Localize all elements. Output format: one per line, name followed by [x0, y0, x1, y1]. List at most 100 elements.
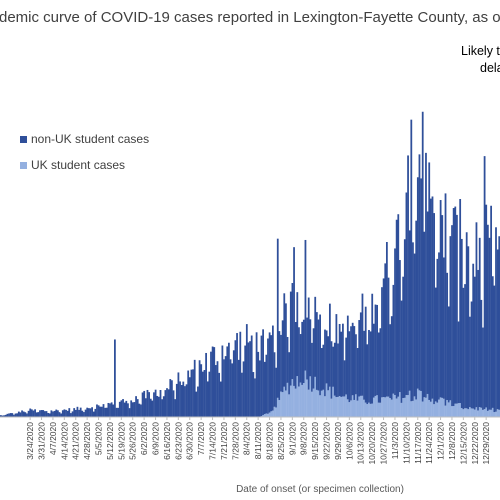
bar-non-uk-student — [203, 370, 206, 417]
bar-non-uk-student — [359, 312, 362, 396]
bar-non-uk-student — [78, 409, 80, 417]
bar-uk-student — [306, 379, 308, 417]
bar-non-uk-student — [307, 297, 310, 390]
bar-uk-student — [441, 397, 444, 417]
bar-non-uk-student — [397, 214, 400, 397]
bar-non-uk-student — [400, 300, 403, 403]
bar-uk-student — [320, 390, 323, 417]
bar-non-uk-student — [361, 293, 364, 396]
bar-non-uk-student — [369, 331, 372, 404]
bar-non-uk-student — [429, 198, 432, 402]
bar-non-uk-student — [447, 306, 450, 403]
bar-non-uk-student — [314, 296, 317, 377]
legend-swatch-non-uk — [20, 136, 27, 143]
bar-non-uk-student — [214, 365, 217, 417]
bar-uk-student — [433, 404, 435, 417]
bar-uk-student — [309, 376, 312, 417]
bar-uk-student — [412, 400, 414, 417]
bar-non-uk-student — [252, 372, 255, 417]
x-tick-label: 12/1/2020 — [436, 422, 446, 460]
bar-non-uk-student — [350, 326, 352, 401]
bar-non-uk-student — [327, 336, 330, 391]
bar-non-uk-student — [190, 369, 193, 417]
bar-non-uk-student — [24, 412, 27, 417]
bar-uk-student — [429, 401, 432, 417]
bar-non-uk-student — [133, 402, 136, 417]
bar-non-uk-student — [1, 415, 4, 417]
bar-uk-student — [265, 413, 268, 417]
bar-non-uk-student — [87, 408, 90, 417]
bar-non-uk-student — [469, 316, 471, 408]
bar-non-uk-student — [441, 215, 444, 398]
bar-non-uk-student — [332, 346, 335, 387]
bar-non-uk-student — [377, 332, 380, 403]
x-tick-label: 10/13/2020 — [356, 422, 366, 465]
x-tick-label: 12/22/2020 — [470, 422, 480, 465]
bar-non-uk-student — [167, 389, 170, 417]
bar-non-uk-student — [271, 325, 274, 411]
x-tick-label: 6/2/2020 — [139, 422, 149, 455]
bar-uk-student — [420, 390, 422, 417]
bar-non-uk-student — [247, 342, 250, 417]
bar-uk-student — [298, 386, 300, 417]
bar-non-uk-student — [299, 334, 302, 383]
bar-uk-student — [332, 386, 335, 417]
bar-non-uk-student — [483, 156, 486, 410]
bar-non-uk-student — [294, 322, 297, 389]
bar-non-uk-student — [146, 389, 149, 417]
bar-uk-student — [330, 398, 333, 417]
x-tick-label: 9/1/2020 — [287, 422, 297, 455]
bar-non-uk-student — [338, 323, 341, 396]
bar-non-uk-student — [157, 396, 160, 417]
bar-non-uk-student — [89, 408, 92, 417]
x-tick-label: 12/8/2020 — [447, 422, 457, 460]
bar-uk-student — [361, 395, 364, 417]
bar-non-uk-student — [197, 386, 199, 417]
bar-non-uk-student — [144, 398, 147, 417]
bar-non-uk-student — [60, 413, 63, 417]
bar-non-uk-student — [480, 299, 483, 408]
bar-uk-student — [325, 383, 328, 417]
bar-non-uk-student — [311, 342, 313, 392]
bar-non-uk-student — [68, 408, 71, 417]
bar-non-uk-student — [104, 407, 107, 417]
bar-non-uk-student — [43, 411, 46, 417]
bar-non-uk-student — [301, 321, 304, 385]
bar-uk-student — [403, 397, 406, 417]
bar-non-uk-student — [9, 413, 12, 417]
bar-non-uk-student — [192, 369, 194, 417]
bar-non-uk-student — [99, 406, 102, 417]
chart-note-line-1: Likely to — [461, 44, 500, 58]
bar-uk-student — [439, 397, 442, 417]
bar-uk-student — [359, 395, 362, 417]
bar-uk-student — [327, 390, 330, 417]
bar-uk-student — [356, 400, 359, 417]
bar-non-uk-student — [71, 411, 74, 417]
bar-non-uk-student — [363, 330, 365, 400]
bar-non-uk-student — [84, 409, 87, 417]
bar-uk-student — [394, 394, 396, 417]
bar-uk-student — [358, 396, 361, 417]
bar-non-uk-student — [48, 413, 51, 417]
bar-uk-student — [301, 384, 304, 417]
bar-non-uk-student — [249, 341, 251, 417]
bar-non-uk-student — [436, 258, 439, 403]
bar-uk-student — [340, 396, 343, 417]
x-tick-label: 6/9/2020 — [151, 422, 161, 455]
bar-uk-student — [351, 395, 354, 417]
bar-non-uk-student — [452, 208, 455, 407]
bar-non-uk-student — [328, 303, 331, 387]
bar-uk-student — [319, 395, 321, 417]
bar-non-uk-student — [275, 367, 278, 408]
bar-non-uk-student — [245, 324, 248, 417]
bar-non-uk-student — [16, 413, 19, 417]
bar-non-uk-student — [61, 410, 64, 417]
x-tick-label: 10/6/2020 — [344, 422, 354, 460]
bar-non-uk-student — [188, 377, 191, 417]
bar-non-uk-student — [39, 410, 41, 417]
bar-non-uk-student — [491, 276, 494, 408]
bar-non-uk-student — [493, 285, 496, 413]
bar-non-uk-student — [237, 359, 240, 417]
legend-label-uk: UK student cases — [31, 158, 125, 172]
bar-non-uk-student — [283, 293, 286, 387]
